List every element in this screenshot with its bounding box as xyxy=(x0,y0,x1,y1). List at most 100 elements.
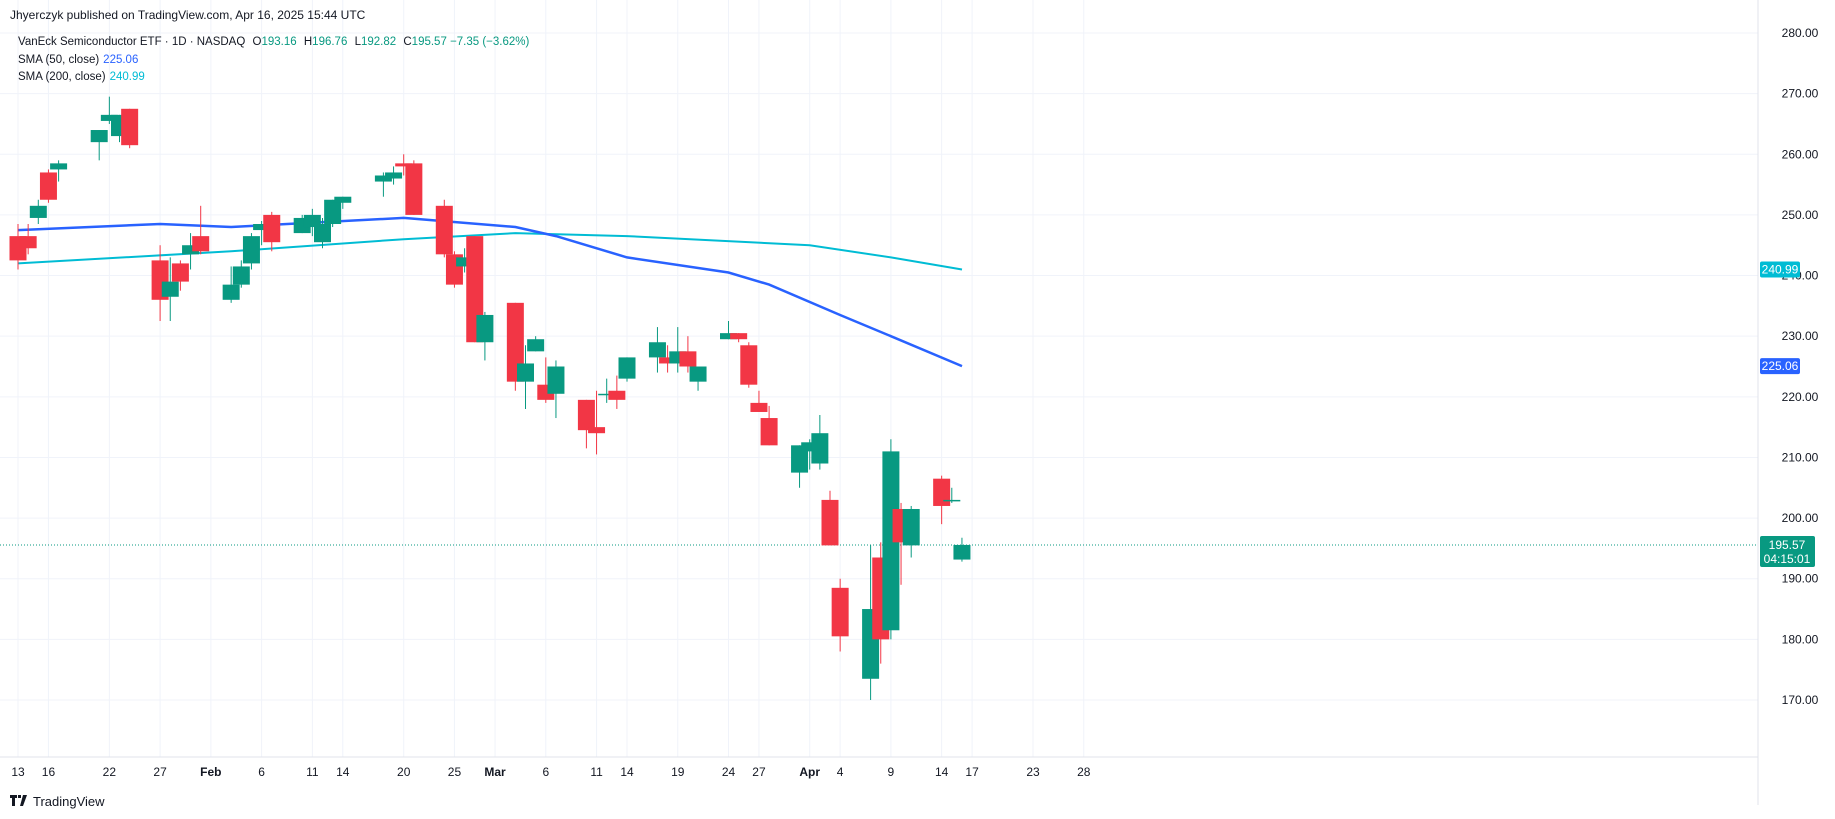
candle[interactable] xyxy=(374,172,392,197)
candle[interactable] xyxy=(39,169,57,203)
x-tick-label: 4 xyxy=(837,765,844,779)
candle[interactable] xyxy=(506,302,524,391)
x-tick-label: 27 xyxy=(153,765,167,779)
candle[interactable] xyxy=(121,108,139,149)
candle[interactable] xyxy=(953,537,971,562)
candle[interactable] xyxy=(943,487,961,503)
sma200-badge xyxy=(1760,261,1800,278)
candle-body xyxy=(679,351,697,367)
chart-legend[interactable]: VanEck Semiconductor ETF · 1D · NASDAQ O… xyxy=(18,34,529,87)
sma50-legend-row[interactable]: SMA (50, close) 225.06 xyxy=(18,52,529,70)
candle-body xyxy=(324,199,342,225)
time-axis[interactable]: 13 16 22 27 Feb 6 11 14 20 25 Mar 6 11 14 19 24 27 Apr 4 9 1… xyxy=(11,765,1090,779)
candle[interactable] xyxy=(598,378,616,403)
candle[interactable] xyxy=(517,345,534,409)
candle[interactable] xyxy=(821,490,839,546)
x-tick-label: Apr xyxy=(799,765,820,779)
candle-body xyxy=(29,205,47,218)
candle[interactable] xyxy=(527,336,545,352)
candle[interactable] xyxy=(29,199,47,225)
candle[interactable] xyxy=(253,220,271,246)
candle[interactable] xyxy=(385,166,403,185)
candle-body xyxy=(902,508,920,546)
candle[interactable] xyxy=(334,196,352,209)
candle[interactable] xyxy=(577,399,595,449)
candle[interactable] xyxy=(679,336,697,373)
candle[interactable] xyxy=(730,333,748,343)
candle[interactable] xyxy=(831,578,849,652)
candle[interactable] xyxy=(720,321,737,340)
x-tick-label: 13 xyxy=(11,765,25,779)
candle-body xyxy=(19,236,37,249)
candle-body xyxy=(943,499,961,502)
candle[interactable] xyxy=(100,96,118,124)
candle-body xyxy=(608,390,626,400)
candle[interactable] xyxy=(232,260,250,288)
x-tick-label: 6 xyxy=(258,765,265,779)
candle[interactable] xyxy=(314,217,331,249)
x-tick-label: 25 xyxy=(448,765,462,779)
candle[interactable] xyxy=(456,248,474,273)
candle[interactable] xyxy=(405,160,423,215)
candle[interactable] xyxy=(882,439,900,640)
footer-brand[interactable]: TradingView xyxy=(10,794,105,809)
sma50-badge-value: 225.06 xyxy=(1762,359,1799,373)
candle[interactable] xyxy=(395,154,413,176)
candle-body xyxy=(750,402,768,412)
candle[interactable] xyxy=(19,224,37,255)
candle[interactable] xyxy=(801,439,819,470)
candle[interactable] xyxy=(588,390,606,455)
ohlc-row[interactable]: VanEck Semiconductor ETF · 1D · NASDAQ O… xyxy=(18,34,529,52)
x-tick-label: 28 xyxy=(1077,765,1091,779)
candle[interactable] xyxy=(791,445,809,488)
candle[interactable] xyxy=(324,199,342,228)
candle-body xyxy=(39,172,57,200)
x-tick-label: 9 xyxy=(888,765,895,779)
candle[interactable] xyxy=(445,251,463,288)
price-axis[interactable]: 170.00 180.00 190.00 200.00 210.00 220.00 230.… xyxy=(1782,26,1819,707)
low-label: L xyxy=(354,36,361,48)
candle[interactable] xyxy=(618,357,636,382)
candle-body xyxy=(192,236,210,252)
candle-body xyxy=(588,427,606,434)
x-tick-label: 19 xyxy=(671,765,685,779)
candle[interactable] xyxy=(476,311,494,361)
x-tick-label: 22 xyxy=(103,765,117,779)
last-price-value: 195.57 xyxy=(1769,538,1806,552)
candle[interactable] xyxy=(547,360,565,419)
candle-body xyxy=(801,442,819,452)
sma200-legend-row[interactable]: SMA (200, close) 240.99 xyxy=(18,69,529,87)
high-label: H xyxy=(303,36,313,48)
candle[interactable] xyxy=(161,257,179,322)
candle[interactable] xyxy=(263,211,281,252)
candle[interactable] xyxy=(648,327,666,373)
candle[interactable] xyxy=(740,342,758,388)
candle[interactable] xyxy=(222,266,240,303)
candle[interactable] xyxy=(242,233,260,270)
candle[interactable] xyxy=(811,415,829,470)
sma50-value: 225.06 xyxy=(103,53,139,66)
sma50-series xyxy=(17,216,963,368)
candle[interactable] xyxy=(50,160,68,182)
x-tick-label: 16 xyxy=(42,765,56,779)
x-tick-label: 20 xyxy=(397,765,411,779)
candle[interactable] xyxy=(182,233,200,270)
sma50-label: SMA (50, close) xyxy=(18,53,100,66)
change-value: −7.35 (−3.62%) xyxy=(450,36,530,48)
y-tick-label: 180.00 xyxy=(1782,632,1819,646)
candle[interactable] xyxy=(90,130,108,161)
candle-body xyxy=(222,284,240,300)
candle[interactable] xyxy=(608,375,626,409)
candle[interactable] xyxy=(659,345,677,373)
candle[interactable] xyxy=(933,475,951,525)
candle[interactable] xyxy=(689,366,707,391)
candle[interactable] xyxy=(171,260,189,291)
candle[interactable] xyxy=(192,205,210,255)
candle[interactable] xyxy=(760,405,778,446)
candle[interactable] xyxy=(902,505,920,558)
candlestick-series[interactable] xyxy=(9,96,971,700)
candle[interactable] xyxy=(750,390,768,412)
candle[interactable] xyxy=(435,199,453,258)
close-value: 195.57 xyxy=(411,36,447,48)
